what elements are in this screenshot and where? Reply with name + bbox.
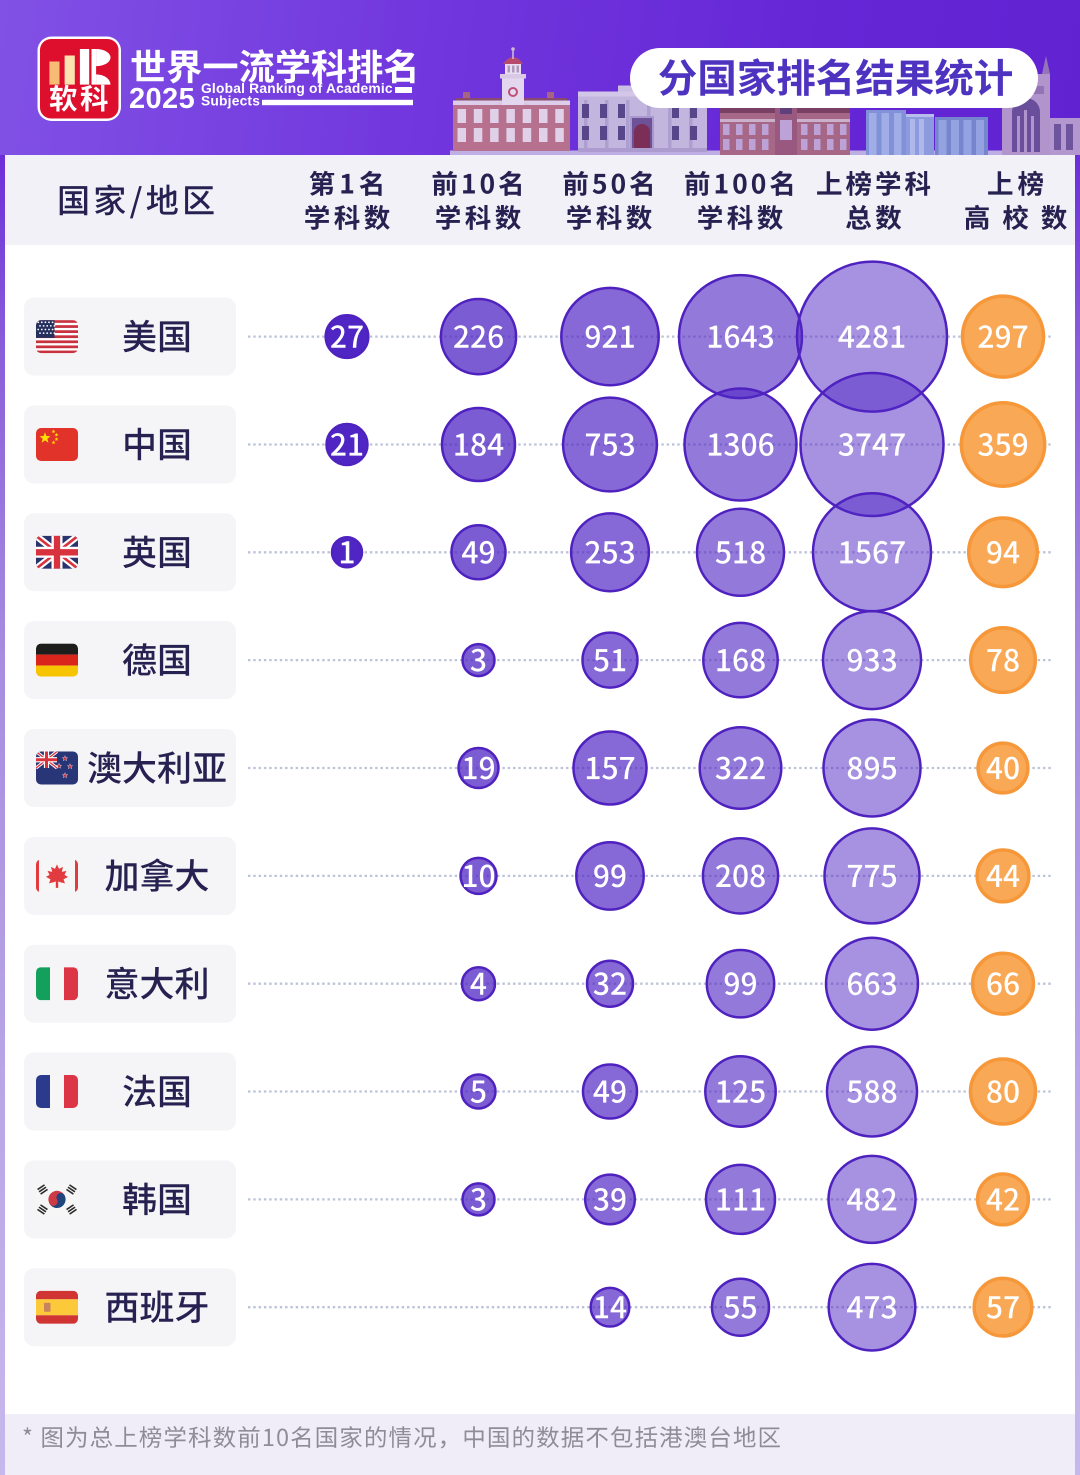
svg-text:2025: 2025 — [129, 83, 195, 115]
svg-text:Global Ranking of Academic: Global Ranking of Academic — [201, 81, 393, 96]
svg-text:Subjects: Subjects — [201, 94, 260, 109]
